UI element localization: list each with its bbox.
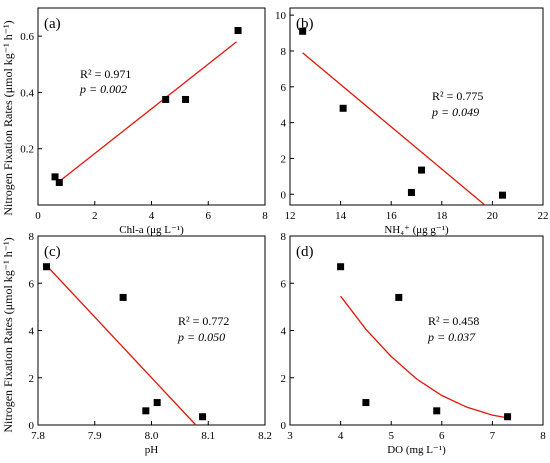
panel-b-data-point <box>299 27 307 35</box>
panel-c-data-point <box>153 399 161 407</box>
panel-d-p-label: p = 0.037 <box>427 330 476 344</box>
panel-d-x-tick-label: 4 <box>338 430 344 442</box>
panel-b-y-tick-label: 10 <box>275 10 287 22</box>
panel-d-x-tick-label: 3 <box>287 430 293 442</box>
panel-a-x-tick-label: 2 <box>92 210 98 222</box>
panel-d-y-tick-label: 0 <box>281 420 287 432</box>
panel-c-data-point <box>43 263 51 271</box>
panel-c-frame <box>37 235 266 426</box>
panel-b-x-tick-label: 14 <box>335 210 347 222</box>
panel-b-x-axis-label: NH₄⁺ (μg g⁻¹) <box>384 224 449 236</box>
panel-a-x-axis-label: Chl-a (μg L⁻¹) <box>119 224 184 236</box>
panel-a-data-point <box>55 178 63 186</box>
panel-a-label: (a) <box>44 16 61 32</box>
panel-a-x-tick-label: 4 <box>149 210 155 222</box>
panel-a-y-tick-label: 0.4 <box>20 87 34 99</box>
panel-a-p-label: p = 0.002 <box>79 82 127 96</box>
panel-c-y-tick-label: 4 <box>29 326 35 338</box>
panel-d-y-tick-label: 6 <box>281 278 287 290</box>
panel-c-x-tick-label: 8.0 <box>145 430 159 442</box>
panel-d-data-point <box>362 399 370 407</box>
panel-d-data-point <box>433 407 441 415</box>
panel-b-data-point <box>407 188 415 196</box>
panel-a-y-tick-label: 0.2 <box>20 144 34 156</box>
panel-c-y-tick-label: 8 <box>29 231 35 243</box>
panel-b-x-tick-label: 16 <box>386 210 398 222</box>
panel-a-x-tick-label: 8 <box>262 210 268 222</box>
panel-b-data-point <box>418 166 426 174</box>
y-axis-label-bottom: Nitrogen Fixation Rates (μmol kg⁻¹ h⁻¹) <box>1 237 15 432</box>
panel-d-x-tick-label: 7 <box>490 430 496 442</box>
panel-b-frame <box>289 7 544 206</box>
panel-a-x-tick-label: 0 <box>35 210 41 222</box>
panel-a-data-point <box>162 95 170 103</box>
panel-a-data-point <box>234 27 242 35</box>
panel-c-x-axis-label: pH <box>145 444 159 456</box>
panel-c-data-point <box>142 407 150 415</box>
panel-a-x-tick-label: 6 <box>206 210 212 222</box>
panel-b-x-tick-label: 12 <box>285 210 296 222</box>
panel-c-p-label: p = 0.050 <box>177 330 225 344</box>
panel-b-fit-line <box>302 52 486 206</box>
panel-a-y-tick-label: 0.6 <box>20 31 34 43</box>
panel-b-p-label: p = 0.049 <box>431 105 479 119</box>
panel-b-x-tick-label: 20 <box>487 210 499 222</box>
panel-d-data-point <box>337 263 345 271</box>
panel-d-x-axis-label: DO (mg L⁻¹) <box>387 444 446 456</box>
panel-a-frame <box>37 7 266 206</box>
panel-b-data-point <box>339 104 347 112</box>
panel-d-data-point <box>504 413 512 421</box>
panel-c-x-tick-label: 8.1 <box>201 430 215 442</box>
panel-c-r2-label: R² = 0.772 <box>178 314 229 328</box>
panel-d-x-tick-label: 8 <box>540 430 546 442</box>
panel-b-r2-label: R² = 0.775 <box>432 89 483 103</box>
panel-c-label: (c) <box>44 244 61 260</box>
panel-b-y-tick-label: 2 <box>281 153 287 165</box>
panel-b-x-tick-label: 18 <box>436 210 448 222</box>
panel-c-x-tick-label: 7.9 <box>88 430 102 442</box>
panel-a-data-point <box>182 95 190 103</box>
panel-c-data-point <box>199 413 207 421</box>
panel-d-x-tick-label: 6 <box>439 430 445 442</box>
panel-b-y-tick-label: 4 <box>281 118 287 130</box>
panel-c-y-tick-label: 2 <box>29 373 35 385</box>
panel-a-fit-line <box>57 41 238 184</box>
panel-b-data-point <box>499 191 507 199</box>
panel-d-frame <box>289 235 544 426</box>
panel-c-data-point <box>119 293 127 301</box>
panel-d-label: (d) <box>296 244 314 260</box>
panel-d-y-tick-label: 8 <box>281 231 287 243</box>
panel-d-r2-label: R² = 0.458 <box>428 314 479 328</box>
panel-a-data-point <box>51 173 59 181</box>
panel-b-y-tick-label: 0 <box>281 189 287 201</box>
panel-b-y-tick-label: 8 <box>281 46 287 58</box>
y-axis-label-top: Nitrogen Fixation Rates (μmol kg⁻¹ h⁻¹) <box>1 20 15 215</box>
panel-d-data-point <box>395 293 403 301</box>
panel-d-y-tick-label: 2 <box>281 373 287 385</box>
panel-a-r2-label: R² = 0.971 <box>80 67 131 81</box>
panel-b-x-tick-label: 22 <box>538 210 549 222</box>
panel-c-x-tick-label: 7.8 <box>31 430 45 442</box>
panel-c-x-tick-label: 8.2 <box>258 430 272 442</box>
panel-d-fit-line <box>340 295 508 419</box>
panel-c-y-tick-label: 0 <box>29 420 35 432</box>
panel-d-x-tick-label: 5 <box>388 430 394 442</box>
panel-b-y-tick-label: 6 <box>281 82 287 94</box>
panel-d-y-tick-label: 4 <box>281 326 287 338</box>
panel-c-y-tick-label: 6 <box>29 278 35 290</box>
panel-c-fit-line <box>46 265 197 426</box>
